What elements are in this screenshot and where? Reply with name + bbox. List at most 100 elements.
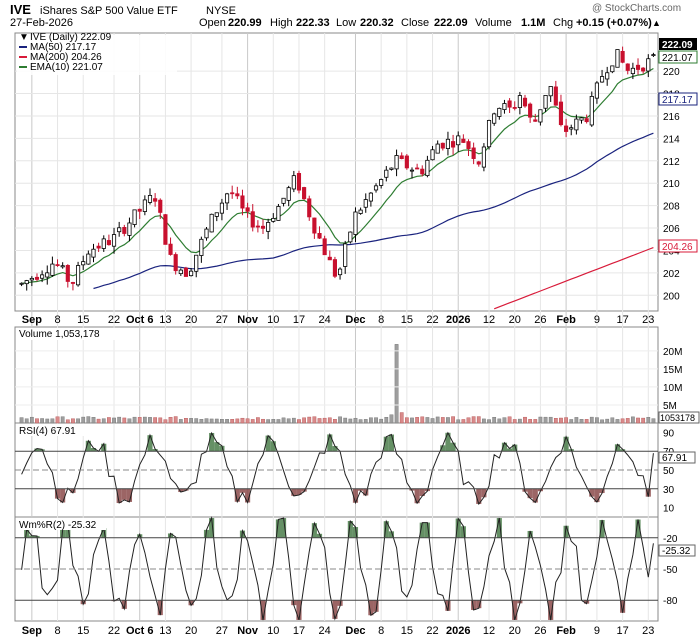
volume-bar bbox=[389, 414, 394, 424]
candle-body bbox=[569, 127, 574, 130]
candle-body bbox=[435, 143, 440, 154]
candle-body bbox=[461, 138, 466, 143]
volume-bar bbox=[107, 417, 111, 424]
candle-body bbox=[24, 280, 29, 285]
date-tick-label-upper: 22 bbox=[108, 314, 120, 326]
candle-body bbox=[286, 187, 291, 201]
date-tick-label-upper: 15 bbox=[401, 314, 413, 326]
volume-panel bbox=[14, 326, 659, 424]
watermark: @ StockCharts.com bbox=[592, 3, 681, 14]
wr-oversold-fill bbox=[373, 600, 379, 612]
rsi-oversold-fill bbox=[70, 488, 76, 493]
candle-body bbox=[327, 256, 332, 261]
volume-bar bbox=[220, 419, 224, 424]
candle-body bbox=[101, 238, 106, 249]
header: IVE iShares S&P 500 Value ETF NYSE @ Sto… bbox=[10, 2, 681, 29]
volume-bar bbox=[158, 417, 163, 424]
rsi-oversold-fill bbox=[245, 488, 251, 503]
rsi-overbought-fill bbox=[209, 432, 215, 452]
date-tick-label-upper: 23 bbox=[642, 314, 654, 326]
wr-overbought-fill bbox=[280, 518, 287, 538]
rsi-overbought-fill bbox=[563, 436, 569, 452]
rsi-overbought-fill bbox=[383, 436, 389, 452]
candle-body bbox=[142, 199, 147, 212]
candle-body bbox=[409, 169, 415, 172]
volume-bar bbox=[595, 417, 599, 424]
volume-badge-bg bbox=[658, 411, 700, 424]
open-label: Open bbox=[199, 17, 226, 29]
legend-marker-icon: ▼ bbox=[19, 32, 29, 43]
volume-bar bbox=[276, 419, 281, 424]
candle-body bbox=[106, 240, 111, 246]
candle-body bbox=[91, 248, 96, 258]
rsi-oversold-fill bbox=[363, 488, 369, 496]
volume-bars bbox=[19, 344, 656, 424]
wr-oversold-fill bbox=[476, 600, 482, 609]
volume-bar bbox=[625, 418, 630, 424]
ma200-path bbox=[493, 247, 654, 310]
chg-label: Chg bbox=[553, 17, 573, 29]
price-gridlines bbox=[15, 70, 658, 296]
volume-bar bbox=[343, 417, 348, 424]
chg-arrow-icon: ▲ bbox=[652, 18, 661, 28]
volume-bar bbox=[574, 417, 579, 424]
candle-body bbox=[255, 225, 260, 228]
candle-body bbox=[40, 274, 45, 279]
date-tick-label-upper: Feb bbox=[556, 314, 576, 326]
date-tick-label-lower: 8 bbox=[378, 625, 384, 637]
date-tick-label-lower: 23 bbox=[642, 625, 654, 637]
candle-body bbox=[230, 192, 235, 195]
candle-body bbox=[615, 49, 620, 68]
volume-bar bbox=[173, 416, 178, 424]
rsi-overbought-fill bbox=[501, 442, 508, 452]
date-tick-label-lower: Sep bbox=[22, 625, 42, 637]
ma50-badge: 217.17 bbox=[662, 95, 693, 106]
candle-body bbox=[178, 269, 183, 275]
volume-bar bbox=[55, 416, 60, 424]
candle-body bbox=[630, 67, 635, 75]
volume-bar bbox=[600, 419, 604, 424]
volume-bar bbox=[651, 418, 656, 424]
volume-bar bbox=[410, 417, 414, 424]
rsi-oversold-fill bbox=[121, 488, 127, 500]
volume-bar bbox=[507, 416, 512, 424]
volume-bar bbox=[168, 416, 173, 424]
volume-bar bbox=[281, 417, 286, 424]
candle-body bbox=[548, 86, 553, 97]
volume-bar bbox=[24, 418, 29, 424]
rsi-series bbox=[21, 431, 654, 506]
candle-body bbox=[379, 179, 384, 186]
candle-body bbox=[194, 254, 199, 272]
price-legend: ▼ IVE (Daily) 222.09 MA(50) 217.17 MA(20… bbox=[17, 32, 177, 75]
wr-overbought-fill bbox=[275, 519, 281, 538]
rsi-overbought-fill bbox=[101, 443, 107, 452]
chart-date: 27-Feb-2026 bbox=[10, 17, 73, 29]
candle-body bbox=[502, 103, 507, 111]
volume-bar bbox=[610, 417, 615, 424]
rsi-oversold-fill bbox=[594, 488, 600, 503]
candle-body bbox=[348, 231, 353, 243]
volume-bar bbox=[256, 417, 260, 424]
volume-bar bbox=[142, 416, 147, 424]
wr-overbought-fill bbox=[383, 521, 389, 538]
volume-badge: 1053178 bbox=[660, 413, 695, 423]
low-value: 220.32 bbox=[360, 17, 394, 29]
volume-bar bbox=[451, 416, 455, 424]
candle-body bbox=[45, 272, 50, 278]
volume-bar bbox=[312, 416, 317, 424]
rsi-oversold-fill bbox=[183, 488, 189, 491]
candle-body bbox=[440, 142, 445, 149]
candle-body bbox=[302, 187, 307, 200]
volume-bar bbox=[153, 417, 158, 424]
volume-bar bbox=[333, 419, 337, 424]
ema10-line bbox=[21, 67, 654, 284]
wr-oversold-fill bbox=[620, 600, 626, 613]
candle-body bbox=[168, 243, 173, 255]
candle-body bbox=[240, 195, 245, 209]
volume-bar bbox=[631, 416, 635, 424]
wr-title-bg bbox=[16, 518, 106, 530]
date-axis-upper: Sep 8 15 22 Oct 6 13 20 27 Nov 10 17 24 Dec 8 15 22 2026… bbox=[22, 314, 655, 326]
volume-bar bbox=[178, 419, 183, 424]
wr-oversold-fill bbox=[121, 600, 127, 609]
